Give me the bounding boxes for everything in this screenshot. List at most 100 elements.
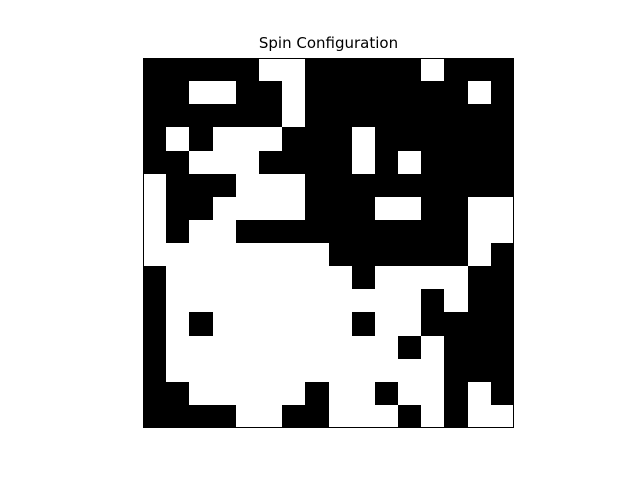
spin-up-cell (398, 382, 421, 405)
spin-down-cell (259, 220, 282, 243)
spin-up-cell (282, 266, 305, 289)
spin-up-cell (352, 405, 375, 428)
spin-down-cell (329, 104, 352, 127)
spin-down-cell (143, 405, 166, 428)
spin-down-cell (166, 81, 189, 104)
spin-down-cell (166, 151, 189, 174)
spin-up-cell (213, 266, 236, 289)
spin-up-cell (189, 243, 213, 266)
spin-down-cell (398, 405, 421, 428)
plot-frame (143, 58, 514, 428)
spin-down-cell (375, 174, 398, 197)
spin-up-cell (282, 289, 305, 312)
spin-up-cell (282, 382, 305, 405)
spin-up-cell (166, 289, 189, 312)
spin-down-cell (444, 58, 468, 81)
spin-up-cell (259, 127, 282, 151)
spin-down-cell (189, 104, 213, 127)
spin-down-cell (305, 58, 329, 81)
spin-up-cell (213, 127, 236, 151)
spin-up-cell (375, 336, 398, 359)
spin-down-cell (491, 151, 514, 174)
spin-up-cell (189, 220, 213, 243)
spin-up-cell (259, 174, 282, 197)
spin-down-cell (166, 104, 189, 127)
spin-down-cell (468, 104, 491, 127)
spin-up-cell (375, 312, 398, 336)
spin-down-cell (143, 312, 166, 336)
spin-up-cell (421, 58, 444, 81)
spin-down-cell (143, 58, 166, 81)
spin-down-cell (352, 243, 375, 266)
spin-up-cell (236, 127, 259, 151)
spin-up-cell (444, 289, 468, 312)
spin-down-cell (189, 312, 213, 336)
spin-down-cell (491, 174, 514, 197)
spin-down-cell (375, 81, 398, 104)
spin-up-cell (305, 359, 329, 382)
spin-up-cell (305, 289, 329, 312)
spin-down-cell (491, 289, 514, 312)
spin-up-cell (375, 197, 398, 220)
spin-up-cell (375, 266, 398, 289)
spin-down-cell (491, 58, 514, 81)
spin-down-cell (421, 312, 444, 336)
spin-down-cell (305, 220, 329, 243)
spin-up-cell (398, 312, 421, 336)
spin-up-cell (305, 243, 329, 266)
spin-up-cell (468, 220, 491, 243)
spin-up-cell (189, 289, 213, 312)
spin-down-cell (352, 197, 375, 220)
spin-down-cell (352, 81, 375, 104)
heatmap-cells (143, 58, 514, 428)
spin-down-cell (444, 81, 468, 104)
spin-down-cell (305, 405, 329, 428)
spin-up-cell (491, 405, 514, 428)
spin-up-cell (398, 266, 421, 289)
spin-down-cell (352, 58, 375, 81)
spin-down-cell (166, 382, 189, 405)
spin-up-cell (398, 289, 421, 312)
spin-up-cell (259, 312, 282, 336)
spin-down-cell (398, 81, 421, 104)
spin-down-cell (329, 151, 352, 174)
spin-up-cell (352, 289, 375, 312)
spin-down-cell (329, 220, 352, 243)
spin-down-cell (305, 174, 329, 197)
spin-up-cell (468, 382, 491, 405)
spin-up-cell (143, 220, 166, 243)
spin-down-cell (444, 359, 468, 382)
spin-up-cell (352, 127, 375, 151)
spin-down-cell (468, 312, 491, 336)
spin-up-cell (491, 220, 514, 243)
spin-down-cell (213, 104, 236, 127)
spin-down-cell (375, 382, 398, 405)
spin-down-cell (259, 81, 282, 104)
spin-up-cell (236, 197, 259, 220)
spin-up-cell (189, 359, 213, 382)
spin-up-cell (282, 359, 305, 382)
spin-down-cell (468, 127, 491, 151)
spin-down-cell (398, 58, 421, 81)
spin-up-cell (305, 336, 329, 359)
spin-down-cell (444, 312, 468, 336)
spin-up-cell (468, 197, 491, 220)
spin-down-cell (166, 197, 189, 220)
spin-down-cell (143, 81, 166, 104)
spin-down-cell (329, 81, 352, 104)
spin-up-cell (259, 382, 282, 405)
spin-heatmap (143, 58, 514, 428)
spin-up-cell (352, 336, 375, 359)
spin-up-cell (282, 312, 305, 336)
spin-up-cell (166, 243, 189, 266)
spin-up-cell (329, 266, 352, 289)
spin-down-cell (421, 174, 444, 197)
spin-down-cell (352, 104, 375, 127)
spin-down-cell (189, 174, 213, 197)
spin-down-cell (421, 104, 444, 127)
spin-down-cell (329, 58, 352, 81)
spin-down-cell (375, 58, 398, 81)
spin-down-cell (375, 243, 398, 266)
spin-up-cell (375, 289, 398, 312)
spin-down-cell (375, 104, 398, 127)
